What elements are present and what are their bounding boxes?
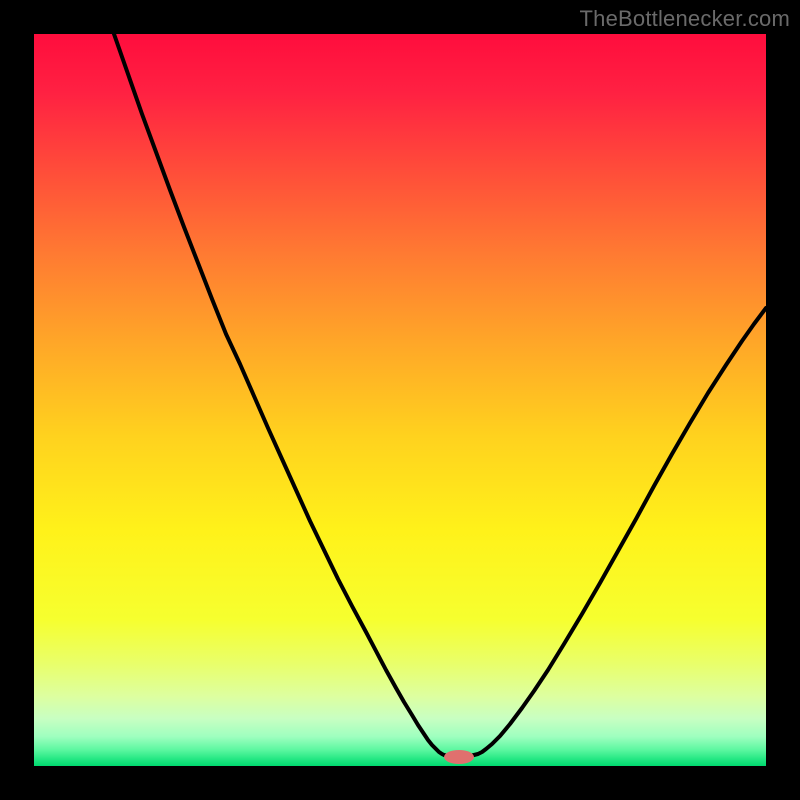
gradient-background (34, 34, 766, 766)
bottleneck-chart (34, 34, 766, 766)
watermark-text: TheBottlenecker.com (580, 6, 790, 32)
plot-area (34, 34, 766, 766)
optimum-marker (444, 750, 474, 764)
